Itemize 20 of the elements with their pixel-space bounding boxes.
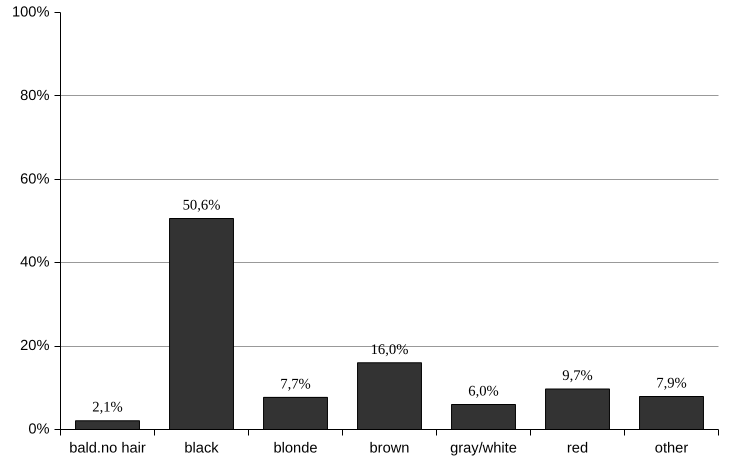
x-tick-label: brown <box>370 440 410 456</box>
y-tick-label: 40% <box>20 254 50 271</box>
data-label: 9,7% <box>562 368 593 384</box>
data-label: 6,0% <box>468 383 499 400</box>
data-label: 2,1% <box>92 400 123 416</box>
x-tick-label: gray/white <box>450 440 517 456</box>
y-tick-label: 60% <box>20 171 50 188</box>
x-tick-label: red <box>566 440 588 456</box>
y-tick-label: 100% <box>12 4 50 20</box>
x-tick-label: bald.no hair <box>69 440 146 456</box>
x-tick-label: black <box>184 440 220 456</box>
data-label: 7,7% <box>280 376 311 392</box>
y-tick-label: 80% <box>20 88 50 104</box>
data-label: 50,6% <box>182 198 220 214</box>
data-label: 7,9% <box>656 376 687 392</box>
data-label: 16,0% <box>370 342 408 358</box>
x-tick-label: other <box>654 440 688 456</box>
y-tick-label: 0% <box>28 422 50 438</box>
x-tick-label: blonde <box>273 440 318 456</box>
y-tick-label: 20% <box>20 338 50 354</box>
